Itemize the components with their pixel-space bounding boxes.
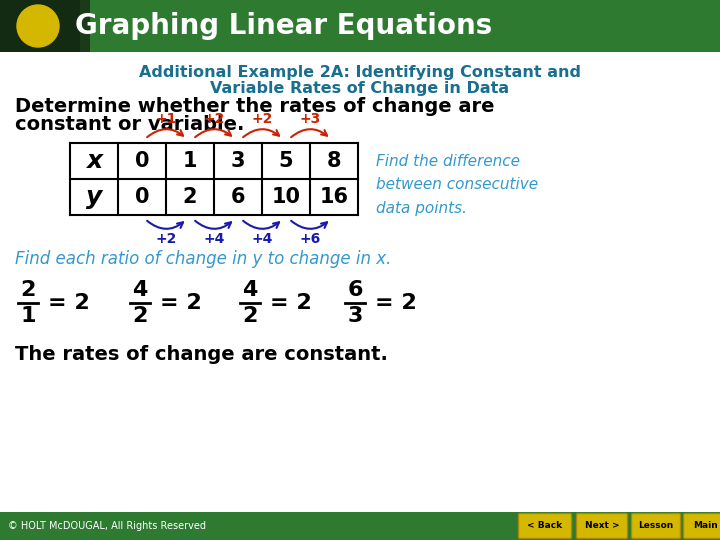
Text: constant or variable.: constant or variable. [15, 114, 244, 133]
Text: Next >: Next > [585, 522, 619, 530]
Text: 6: 6 [230, 187, 246, 207]
Text: +2: +2 [156, 232, 176, 246]
Text: 10: 10 [271, 187, 300, 207]
Text: 0: 0 [135, 187, 149, 207]
Text: Main: Main [693, 522, 719, 530]
Text: 5: 5 [279, 151, 293, 171]
Text: +4: +4 [251, 232, 273, 246]
Text: Variable Rates of Change in Data: Variable Rates of Change in Data [210, 80, 510, 96]
Text: © HOLT McDOUGAL, All Rights Reserved: © HOLT McDOUGAL, All Rights Reserved [8, 521, 206, 531]
Text: = 2: = 2 [48, 293, 90, 313]
Text: Additional Example 2A: Identifying Constant and: Additional Example 2A: Identifying Const… [139, 64, 581, 79]
Text: = 2: = 2 [375, 293, 417, 313]
Text: +6: +6 [300, 232, 320, 246]
Text: 3: 3 [230, 151, 246, 171]
Text: 1: 1 [183, 151, 197, 171]
Text: Graphing Linear Equations: Graphing Linear Equations [75, 12, 492, 40]
Text: 3: 3 [347, 306, 363, 326]
Text: 16: 16 [320, 187, 348, 207]
Text: Find each ratio of change in y to change in x.: Find each ratio of change in y to change… [15, 250, 392, 268]
FancyBboxPatch shape [683, 514, 720, 538]
Text: +2: +2 [251, 112, 273, 126]
Text: 4: 4 [132, 280, 148, 300]
Text: 6: 6 [347, 280, 363, 300]
Text: 0: 0 [135, 151, 149, 171]
FancyBboxPatch shape [631, 514, 680, 538]
Bar [0, 0, 80, 52]
Text: +4: +4 [203, 232, 225, 246]
Text: < Back: < Back [528, 522, 562, 530]
Text: y: y [86, 185, 102, 209]
Text: 2: 2 [20, 280, 36, 300]
Text: +2: +2 [203, 112, 225, 126]
Text: 4: 4 [243, 280, 258, 300]
Text: x: x [86, 149, 102, 173]
Text: 2: 2 [243, 306, 258, 326]
Text: = 2: = 2 [160, 293, 202, 313]
Text: 8: 8 [327, 151, 341, 171]
Text: Determine whether the rates of change are: Determine whether the rates of change ar… [15, 97, 495, 116]
Text: 2: 2 [183, 187, 197, 207]
FancyBboxPatch shape [577, 514, 628, 538]
Text: Lesson: Lesson [639, 522, 674, 530]
FancyBboxPatch shape [518, 514, 572, 538]
Text: The rates of change are constant.: The rates of change are constant. [15, 346, 388, 365]
Text: 2: 2 [132, 306, 148, 326]
Text: Find the difference
between consecutive
data points.: Find the difference between consecutive … [376, 154, 538, 215]
Circle shape [17, 5, 59, 47]
Text: +1: +1 [156, 112, 176, 126]
Text: +3: +3 [300, 112, 320, 126]
Bar [0, 0, 90, 52]
Text: = 2: = 2 [270, 293, 312, 313]
Bar [0, 0, 720, 52]
Bar [0, 512, 720, 540]
Text: 1: 1 [20, 306, 36, 326]
